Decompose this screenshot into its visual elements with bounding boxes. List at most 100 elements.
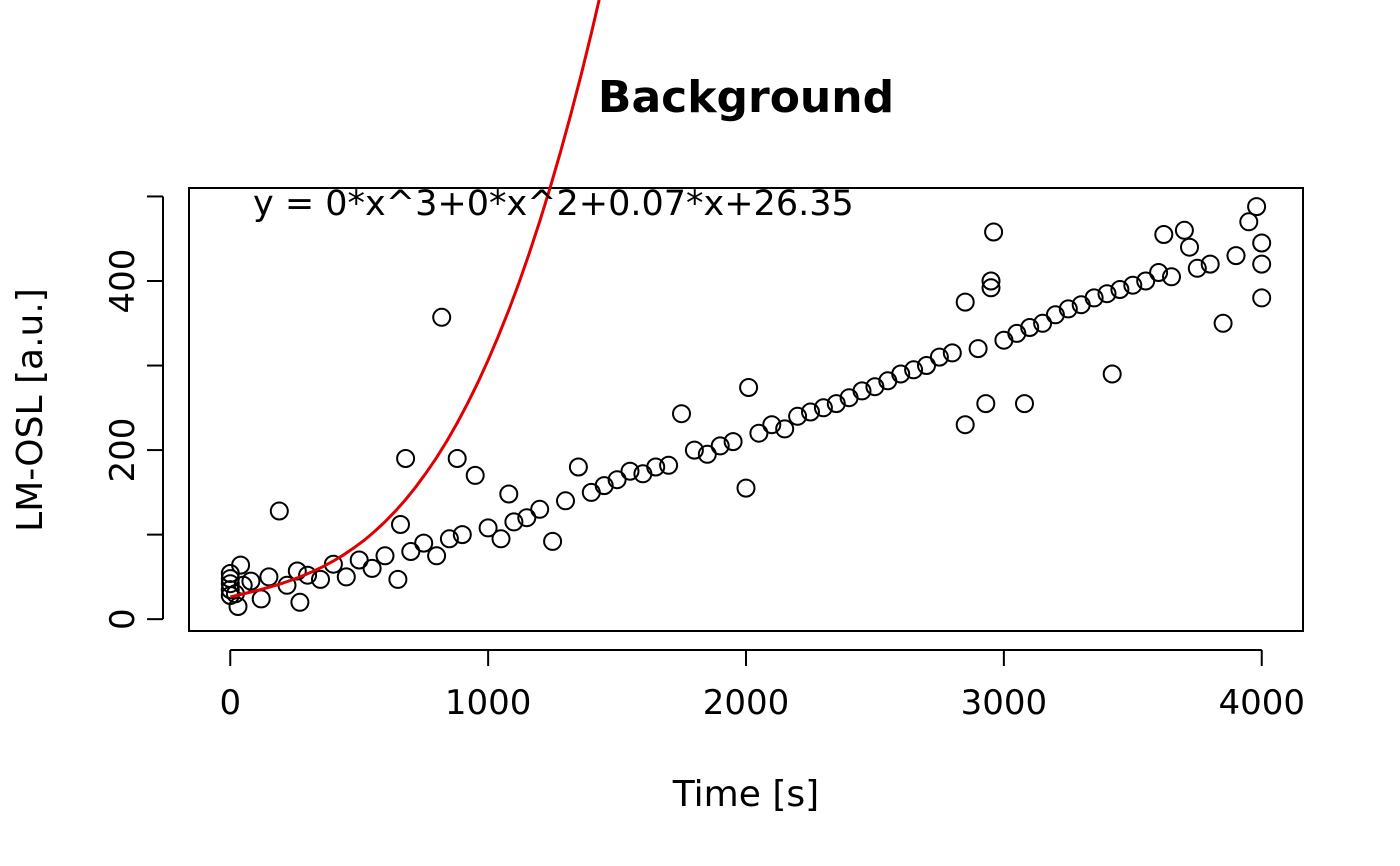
data-point-49: [659, 455, 679, 475]
data-point-82: [1015, 394, 1034, 414]
data-point-97: [1174, 220, 1194, 240]
y-axis-label: LM-OSL [a.u.]: [10, 288, 51, 532]
data-point-42: [568, 457, 588, 477]
data-point-30: [439, 529, 459, 549]
data-point-104: [1247, 197, 1267, 217]
data-point-15: [290, 592, 310, 612]
x-tick-label-4000: 4000: [1218, 683, 1305, 723]
x-axis: 0 1000 2000 3000 4000: [219, 649, 1305, 723]
data-point-68: [891, 364, 911, 384]
data-point-39: [530, 499, 550, 519]
y-tick-label-200: 200: [103, 418, 143, 483]
data-point-10: [251, 589, 271, 609]
data-point-11: [259, 567, 279, 587]
data-point-93: [1136, 271, 1156, 291]
data-point-20: [349, 550, 369, 570]
data-point-62: [813, 398, 833, 418]
data-point-2: [220, 574, 240, 594]
data-point-6: [228, 597, 248, 616]
data-point-83: [1020, 318, 1040, 337]
data-point-22: [375, 546, 395, 566]
data-point-66: [865, 377, 885, 397]
data-point-73: [955, 415, 975, 435]
data-point-94: [1149, 263, 1169, 282]
data-point-88: [1084, 288, 1104, 308]
data-point-98: [1180, 237, 1199, 257]
data-point-40: [543, 531, 563, 551]
data-point-56: [739, 378, 759, 397]
y-tick-label-400: 400: [103, 249, 143, 314]
plot-box: [188, 187, 1304, 632]
data-point-95: [1154, 225, 1174, 244]
data-point-43: [581, 482, 601, 502]
data-point-84: [1033, 313, 1053, 333]
data-point-26: [401, 542, 421, 561]
data-point-9: [241, 571, 261, 591]
data-point-65: [852, 381, 872, 401]
data-point-102: [1226, 246, 1246, 266]
data-point-80: [994, 330, 1014, 350]
data-point-96: [1162, 267, 1181, 287]
y-tick-label-0: 0: [103, 608, 143, 630]
data-point-55: [736, 478, 756, 498]
x-axis-label: Time [s]: [672, 774, 819, 815]
data-point-72: [942, 343, 962, 363]
fit-line: [229, 0, 601, 599]
data-point-51: [684, 440, 704, 460]
data-point-106: [1252, 254, 1272, 274]
data-point-32: [452, 525, 472, 545]
data-point-61: [801, 402, 820, 422]
data-point-27: [414, 533, 434, 553]
data-point-25: [396, 449, 416, 468]
data-point-63: [826, 394, 846, 414]
data-point-107: [1252, 233, 1272, 253]
x-tick-label-0: 0: [219, 683, 241, 723]
data-point-78: [981, 271, 1001, 291]
data-point-99: [1187, 258, 1207, 278]
data-point-12: [269, 501, 289, 521]
data-point-41: [556, 491, 575, 511]
equation-annotation: y = 0*x^3+0*x^2+0.07*x+26.35: [253, 184, 854, 224]
data-point-21: [362, 558, 382, 578]
data-point-77: [981, 278, 1001, 298]
x-tick-label-3000: 3000: [961, 683, 1048, 723]
data-point-92: [1123, 275, 1143, 295]
scatter-points: [220, 197, 1272, 616]
data-point-76: [976, 394, 996, 414]
data-point-36: [499, 484, 519, 504]
data-point-50: [672, 404, 691, 424]
data-point-29: [432, 307, 452, 327]
data-point-19: [336, 567, 356, 587]
data-point-105: [1252, 288, 1272, 308]
data-point-89: [1097, 284, 1117, 304]
data-point-48: [646, 457, 666, 477]
data-point-31: [447, 449, 467, 468]
data-point-71: [929, 347, 949, 367]
data-point-74: [955, 292, 975, 312]
data-point-91: [1110, 280, 1130, 299]
data-point-16: [298, 565, 318, 585]
data-point-53: [710, 436, 730, 456]
data-point-101: [1213, 313, 1233, 333]
plot-area: y = 0*x^3+0*x^2+0.07*x+26.35: [188, 0, 1304, 632]
data-point-79: [984, 222, 1004, 242]
data-point-17: [311, 569, 330, 589]
data-point-57: [749, 423, 769, 443]
data-point-33: [465, 465, 485, 485]
data-point-85: [1045, 305, 1065, 325]
data-point-44: [594, 476, 614, 496]
x-tick-label-2000: 2000: [703, 683, 790, 723]
data-point-60: [788, 406, 808, 426]
data-point-28: [427, 546, 447, 566]
data-point-59: [775, 419, 795, 439]
x-tick-label-1000: 1000: [445, 683, 532, 723]
data-point-7: [231, 555, 251, 575]
data-point-75: [968, 339, 988, 359]
data-point-46: [620, 461, 640, 481]
data-point-24: [391, 515, 410, 534]
data-point-69: [904, 360, 924, 380]
data-point-54: [723, 432, 743, 452]
data-point-34: [478, 518, 498, 538]
chart-title: Background: [598, 72, 894, 123]
